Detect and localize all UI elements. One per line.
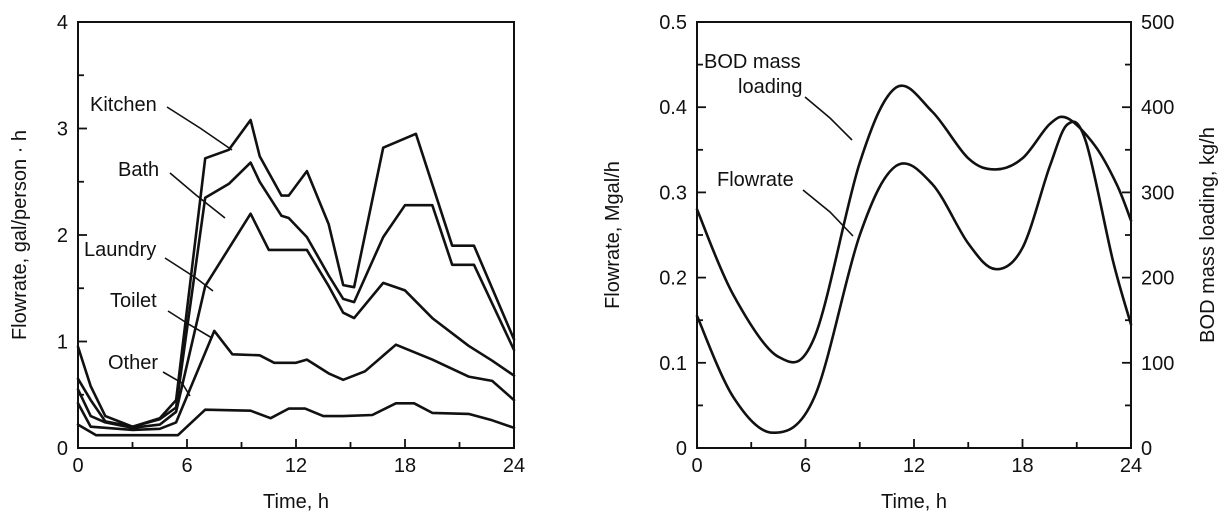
y-tick-label: 3	[57, 119, 68, 141]
left-leaders	[162, 106, 233, 397]
right-series	[695, 84, 1133, 434]
right-leaders	[802, 96, 854, 237]
x-tick-label: 0	[691, 455, 702, 477]
toilet-leader	[167, 310, 213, 339]
y2-tick-label: 100	[1141, 353, 1174, 375]
y2-tick-label: 500	[1141, 12, 1174, 34]
series-line-laundry	[76, 212, 516, 430]
flowrate-annotation: Flowrate	[717, 169, 794, 191]
y-tick-label: 0	[676, 438, 687, 460]
bod-annotation-line2: loading	[738, 76, 803, 98]
y2-tick-label: 300	[1141, 182, 1174, 204]
x-tick-label: 18	[1011, 455, 1033, 477]
bath-leader	[169, 172, 226, 219]
right-y2-axis-title: BOD mass loading, kg/h	[1197, 127, 1219, 343]
left-series	[76, 118, 516, 437]
flowrate-leader	[802, 189, 854, 237]
y2-tick-label: 200	[1141, 268, 1174, 290]
other-annotation: Other	[108, 352, 158, 374]
y2-tick-label: 0	[1141, 438, 1152, 460]
x-tick-label: 12	[285, 455, 307, 477]
x-tick-label: 6	[181, 455, 192, 477]
y-tick-label: 2	[57, 225, 68, 247]
laundry-leader	[164, 257, 214, 292]
y-tick-label: 0.4	[659, 97, 687, 119]
x-tick-label: 18	[394, 455, 416, 477]
series-line-toilet	[76, 329, 516, 432]
right-x-axis-title: Time, h	[881, 491, 947, 513]
x-tick-label: 6	[800, 455, 811, 477]
y-tick-label: 0.5	[659, 12, 687, 34]
bath-annotation: Bath	[118, 159, 159, 181]
series-line-flowrate	[695, 120, 1133, 434]
x-tick-label: 24	[1120, 455, 1142, 477]
left-x-axis-title: Time, h	[263, 491, 329, 513]
bod-leader	[804, 96, 853, 141]
series-line-bath	[76, 161, 516, 428]
y-tick-label: 0.3	[659, 182, 687, 204]
y-tick-label: 0.1	[659, 353, 687, 375]
kitchen-leader	[166, 106, 233, 151]
bod-annotation-line1: BOD mass	[704, 51, 801, 73]
y-tick-label: 1	[57, 332, 68, 354]
right-y-axis-title: Flowrate, Mgal/h	[602, 161, 624, 309]
series-line-other	[76, 402, 516, 437]
other-leader	[162, 371, 191, 397]
toilet-annotation: Toilet	[110, 290, 157, 312]
y-tick-label: 0.2	[659, 268, 687, 290]
x-tick-label: 24	[503, 455, 525, 477]
left-y-axis-title: Flowrate, gal/person · h	[9, 130, 31, 340]
laundry-annotation: Laundry	[84, 239, 156, 261]
x-tick-label: 12	[903, 455, 925, 477]
y-tick-label: 0	[57, 438, 68, 460]
kitchen-annotation: Kitchen	[90, 94, 157, 116]
right-chart: 0 6 12 18 2400.10.20.30.40.50100200300400500…	[602, 12, 1219, 513]
y2-tick-label: 400	[1141, 97, 1174, 119]
y-tick-label: 4	[57, 12, 68, 34]
x-tick-label: 0	[72, 455, 83, 477]
